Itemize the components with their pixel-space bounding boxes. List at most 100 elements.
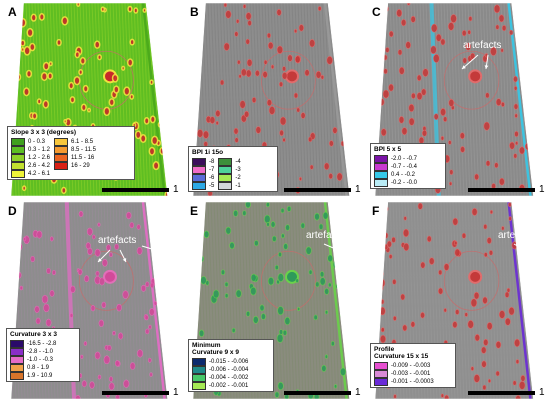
legend-label: 4.2 - 6.1	[28, 170, 51, 177]
legend-label: -1	[235, 182, 241, 189]
panel-a-slope-map: A Slope 3 x 3 (degrees) 0 - 0.3 0.3 - 1.2 1…	[2, 3, 182, 196]
legend-label: -2	[235, 174, 241, 181]
legend-swatch	[218, 181, 233, 190]
legend-label: -0.001 - -0.0003	[391, 378, 434, 385]
legend-entry: -5	[192, 181, 215, 190]
legend-swatch	[374, 361, 388, 370]
scale-bar: 1 km	[468, 384, 548, 398]
panel-label: C	[372, 5, 381, 19]
legend-label: -0.006 - -0.004	[209, 366, 249, 373]
legend-entry: -0.004 - -0.002	[192, 373, 249, 382]
legend-swatch	[54, 137, 69, 146]
legend-title: Profile Curvature 15 x 15	[374, 346, 429, 360]
legend-entry: -0.009 - -0.003	[374, 361, 434, 370]
panel-d-curvature-map: D artefacts Curvature 3 x 3 -16.5 - -2.8-…	[2, 202, 182, 399]
scale-bar-label: 1 km	[355, 387, 364, 398]
bpi-legend: BPI 1i 15o -8 -7 -6 -5 -4 -3 -2 -1	[188, 146, 278, 192]
panel-label: A	[8, 5, 17, 19]
scale-bar-line	[102, 188, 169, 192]
legend-title: Minimum Curvature 9 x 9	[192, 342, 239, 356]
legend-label: -0.015 - -0.006	[209, 358, 249, 365]
legend-entry: -2.0 - -0.7	[374, 154, 418, 163]
legend-swatch	[218, 173, 233, 182]
legend-swatch	[192, 181, 206, 190]
scale-bar-line	[468, 188, 535, 192]
scale-bar-line	[102, 391, 169, 395]
legend-swatch	[10, 339, 24, 348]
scale-bar-label: 1 km	[539, 387, 548, 398]
scale-bar: 1 km	[468, 181, 548, 195]
legend-label: -0.2 - -0.0	[391, 179, 418, 186]
legend-title: BPI 5 x 5	[374, 146, 402, 153]
legend-swatch	[192, 373, 206, 382]
scale-bar: 1 km	[102, 181, 182, 195]
legend-entry: 0.8 - 1.9	[10, 363, 56, 372]
min-curvature-legend: Minimum Curvature 9 x 9 -0.015 - -0.006 -0.…	[188, 339, 274, 392]
scale-bar: 1 km	[284, 181, 364, 195]
legend-label: -6	[209, 174, 215, 181]
legend-entry: -6	[192, 173, 215, 182]
legend-label: 0.3 - 1.2	[28, 146, 51, 153]
legend-swatch	[192, 165, 206, 174]
legend-entry: 0.4 - -0.2	[374, 170, 417, 179]
legend-label: -5	[209, 182, 215, 189]
panel-c-bpi-map: C artefacts BPI 5 x 5 -2.0 - -0.7 -0.7 - -…	[366, 3, 548, 196]
legend-label: -0.003 - -0.001	[391, 370, 431, 377]
legend-swatch	[11, 169, 25, 178]
legend-label: -7	[209, 166, 215, 173]
legend-entry: -2	[218, 173, 241, 182]
legend-swatch	[11, 145, 25, 154]
legend-swatch	[54, 161, 69, 170]
panel-label: D	[8, 204, 17, 218]
legend-swatch	[374, 154, 388, 163]
slope-legend: Slope 3 x 3 (degrees) 0 - 0.3 0.3 - 1.2 1.2…	[7, 126, 135, 180]
legend-entry: 8.5 - 11.5	[54, 145, 96, 154]
legend-swatch	[11, 137, 25, 146]
legend-entry: 1.2 - 2.6	[11, 153, 50, 162]
legend-swatch	[11, 153, 25, 162]
legend-entry: -1.0 - -0.3	[10, 355, 56, 364]
legend-swatch	[54, 145, 69, 154]
panel-f-profile-curvature-map: F artefact Profile Curvature 15 x 15 -0.00…	[366, 202, 548, 399]
scale-bar-line	[284, 188, 351, 192]
legend-swatch	[192, 365, 206, 374]
scale-bar-label: 1 km	[173, 184, 182, 195]
legend-label: 0.4 - -0.2	[391, 171, 416, 178]
legend-swatch	[192, 381, 206, 390]
scale-bar: 1 km	[102, 384, 182, 398]
legend-entry: 6.1 - 8.5	[54, 137, 96, 146]
legend-entry: 11.5 - 16	[54, 153, 96, 162]
legend-label: 16 - 29	[71, 162, 90, 169]
panel-label: E	[190, 204, 199, 218]
legend-label: -2.0 - -0.7	[391, 155, 418, 162]
legend-swatch	[10, 371, 24, 380]
legend-swatch	[192, 357, 206, 366]
legend-swatch	[10, 347, 24, 356]
legend-entry: -16.5 - -2.8	[10, 339, 56, 348]
scale-bar-line	[468, 391, 535, 395]
legend-label: 0 - 0.3	[28, 138, 46, 145]
legend-label: -0.004 - -0.002	[209, 374, 249, 381]
legend-entry: -0.001 - -0.0003	[374, 377, 434, 386]
legend-swatch	[192, 157, 206, 166]
legend-swatch	[374, 178, 388, 187]
scale-bar: 1 km	[284, 384, 364, 398]
artefact-annotation: artefact	[306, 230, 340, 241]
legend-entry: -2.8 - -1.0	[10, 347, 56, 356]
legend-entry: -0.006 - -0.004	[192, 365, 249, 374]
legend-entry: 1.9 - 10.9	[10, 371, 56, 380]
legend-swatch	[11, 161, 25, 170]
legend-entry: -4	[218, 157, 241, 166]
scale-bar-label: 1 km	[355, 184, 364, 195]
legend-label: 6.1 - 8.5	[71, 138, 94, 145]
legend-swatch	[374, 369, 388, 378]
scale-bar-line	[284, 391, 351, 395]
panel-b-bpi-map: B BPI 1i 15o -8-7-6-5 -4-3-2-1 1 km	[184, 3, 364, 196]
legend-entry: 2.6 - 4.2	[11, 161, 51, 170]
panel-label: B	[190, 5, 199, 19]
legend-swatch	[374, 162, 388, 171]
curvature-legend: Curvature 3 x 3 -16.5 - -2.8 -2.8 - -1.0 -1…	[6, 328, 80, 382]
legend-label: 2.6 - 4.2	[28, 162, 51, 169]
legend-label: -0.7 - -0.4	[391, 163, 418, 170]
panel-label: F	[372, 204, 380, 218]
